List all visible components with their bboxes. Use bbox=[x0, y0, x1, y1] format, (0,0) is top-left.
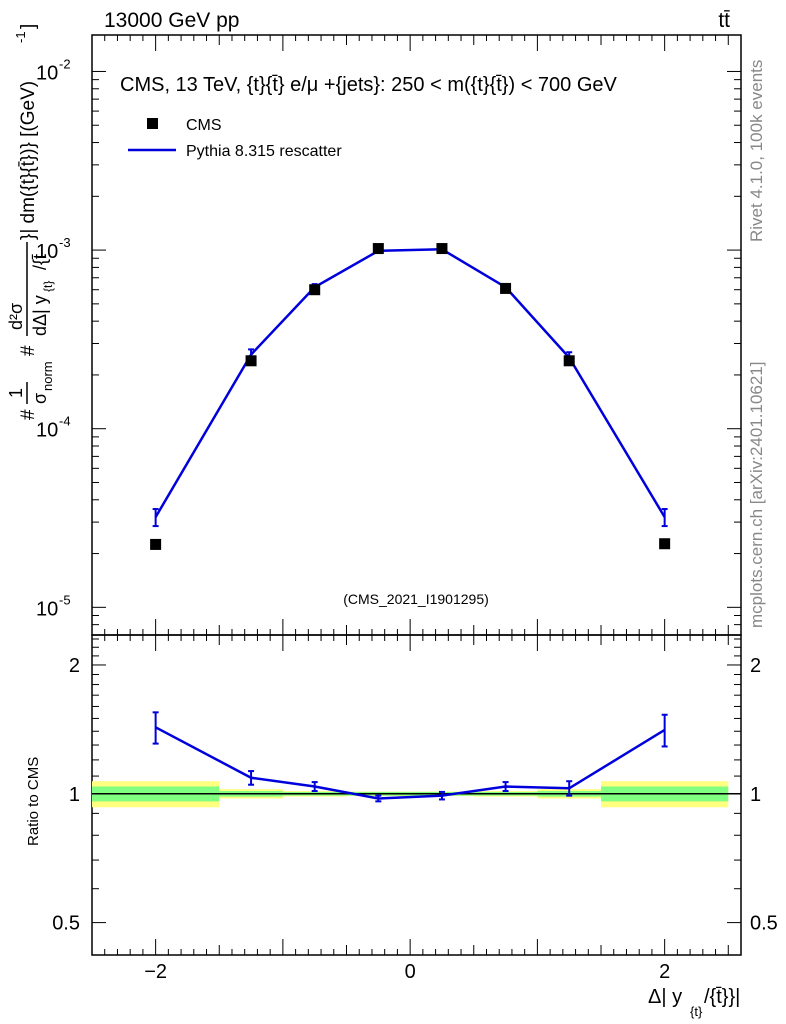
legend-marker-cms bbox=[147, 118, 158, 129]
rivet-label: Rivet 4.1.0, 100k events bbox=[747, 60, 766, 242]
main-y-tick-label: 10 bbox=[36, 420, 58, 442]
ratio-y-tick-label-left: 2 bbox=[69, 655, 80, 677]
cms-data-point bbox=[245, 355, 257, 367]
ratio-y-tick-label-right: 0.5 bbox=[750, 913, 778, 935]
ratio-y-tick-label-right: 2 bbox=[750, 655, 761, 677]
x-axis-label: Δ| y {t} /{t̄}}| bbox=[648, 986, 740, 1019]
ylabel-denominator: dΔ| y bbox=[30, 295, 50, 336]
ratio-uncertainty-bands bbox=[92, 781, 741, 808]
ylabel-denominator-tail: /{t̄ bbox=[30, 254, 50, 270]
legend-label-pythia: Pythia 8.315 rescatter bbox=[186, 143, 342, 160]
main-y-tick-label: 10 bbox=[36, 62, 58, 84]
legend-label-cms: CMS bbox=[186, 117, 222, 134]
pythia-line bbox=[154, 248, 666, 518]
ylabel-hash1: # bbox=[18, 409, 39, 420]
pythia-ratio-line bbox=[155, 726, 666, 800]
cms-data-point bbox=[309, 284, 321, 296]
main-y-tick-label-exponent: -3 bbox=[59, 235, 71, 250]
ylabel-rest: }| dm({t}{t̄})} [(GeV) bbox=[18, 81, 39, 240]
ylabel-denominator-sub: {t} bbox=[41, 281, 55, 292]
main-y-tick-label-exponent: -5 bbox=[59, 592, 71, 607]
header-right-label: tt̄ bbox=[718, 9, 730, 32]
ylabel-sigma-sub: norm bbox=[40, 361, 55, 391]
ylabel-hash2: # bbox=[18, 345, 39, 356]
cms-data-point bbox=[659, 538, 671, 550]
ylabel-sigma: σ bbox=[30, 393, 50, 404]
xlabel-main: Δ| y bbox=[648, 986, 682, 1008]
main-y-axis-label: # 1 σ norm # d²σ dΔ| y {t} /{t̄ }| dm({t… bbox=[6, 24, 55, 420]
x-tick-label: 0 bbox=[405, 961, 416, 983]
cms-data-point bbox=[372, 243, 384, 255]
ratio-y-axis-label: Ratio to CMS bbox=[25, 757, 42, 846]
xlabel-tail: /{t̄}}| bbox=[704, 986, 740, 1008]
ratio-y-tick-label-right: 1 bbox=[750, 784, 761, 806]
cms-data-point bbox=[500, 282, 512, 294]
ratio-plot-marks bbox=[152, 711, 668, 803]
ylabel-d2sigma: d²σ bbox=[6, 303, 26, 330]
axes-ticks: 10-510-410-310 -20.5 0.51 12 2−2 0 2 bbox=[36, 35, 778, 983]
x-tick-label: 2 bbox=[659, 961, 670, 983]
cms-data-point bbox=[436, 243, 448, 255]
main-y-tick-label-exponent: -2 bbox=[59, 56, 71, 71]
main-plot-title: CMS, 13 TeV, {t}{t̄} e/μ +{jets}: 250 < … bbox=[120, 74, 618, 96]
cms-data-point bbox=[150, 538, 162, 550]
ylabel-rest-sup: -1 bbox=[13, 31, 28, 43]
main-y-tick-label: 10 bbox=[36, 598, 58, 620]
header-left-label: 13000 GeV pp bbox=[104, 9, 239, 32]
cms-data-point bbox=[563, 355, 575, 367]
x-tick-label: −2 bbox=[144, 961, 167, 983]
ylabel-one: 1 bbox=[6, 388, 26, 398]
main-y-tick-label-exponent: -4 bbox=[59, 414, 71, 429]
mcplots-label: mcplots.cern.ch [arXiv:2401.10621] bbox=[747, 362, 766, 628]
legend: CMS Pythia 8.315 rescatter bbox=[128, 117, 342, 160]
ratio-y-tick-label-left: 0.5 bbox=[52, 913, 80, 935]
xlabel-sub: {t} bbox=[690, 1004, 703, 1019]
main-y-tick-label: 10 bbox=[36, 241, 58, 263]
main-plot-marks bbox=[150, 243, 671, 550]
ratio-y-tick-label-left: 1 bbox=[69, 784, 80, 806]
watermark: (CMS_2021_I1901295) bbox=[343, 591, 489, 607]
ylabel-rest-end: ] bbox=[18, 24, 39, 29]
